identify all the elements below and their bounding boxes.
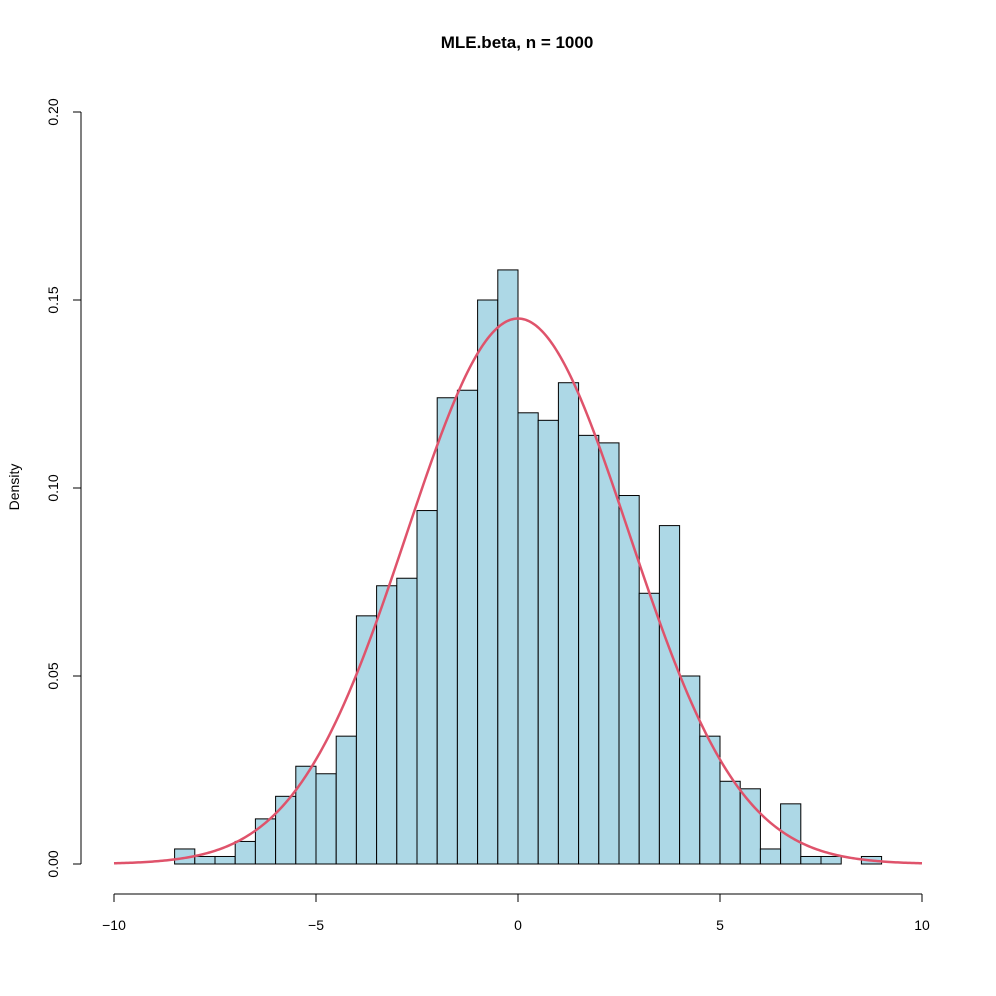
histogram-bar xyxy=(194,855,216,865)
histogram-bar xyxy=(598,442,620,865)
y-tick-label: 0.05 xyxy=(45,662,61,689)
histogram-bar xyxy=(214,855,236,865)
y-axis-label: Density xyxy=(6,464,22,511)
histogram-bar xyxy=(557,382,580,865)
histogram-bar xyxy=(820,855,842,865)
histogram-bar xyxy=(719,780,741,865)
histogram-bar xyxy=(275,795,297,865)
x-axis: −10 −5 0 5 10 xyxy=(102,893,930,933)
histogram-bar xyxy=(537,419,559,865)
histogram-bar xyxy=(436,397,458,865)
histogram-bar xyxy=(679,675,701,865)
histogram-bar xyxy=(376,585,398,865)
normal-density-curve xyxy=(113,317,923,865)
histogram-bar xyxy=(477,299,499,865)
histogram-bar xyxy=(517,412,539,865)
histogram-bar xyxy=(658,525,681,865)
x-tick-label: 5 xyxy=(716,917,724,933)
histogram-bar xyxy=(456,389,479,865)
y-tick-label: 0.15 xyxy=(45,286,61,313)
x-tick-label: 10 xyxy=(914,917,930,933)
y-axis: 0.00 0.05 0.10 0.15 0.20 xyxy=(45,98,82,878)
histogram-bar xyxy=(800,855,822,865)
histogram-bar xyxy=(578,434,600,865)
histogram-bar xyxy=(497,269,519,865)
y-tick-label: 0.00 xyxy=(45,850,61,877)
chart-title: MLE.beta, n = 1000 xyxy=(441,33,594,52)
x-tick-label: −10 xyxy=(102,917,126,933)
histogram-bar xyxy=(315,773,337,865)
histogram-bar xyxy=(416,510,438,865)
histogram-bar xyxy=(396,577,418,865)
histogram-bar xyxy=(739,788,761,865)
histogram-bars xyxy=(174,269,883,865)
histogram-bar xyxy=(295,765,317,865)
histogram-bar xyxy=(759,848,782,865)
histogram-bar xyxy=(780,803,802,865)
density-curve-layer xyxy=(113,317,923,865)
histogram-bar xyxy=(335,735,357,865)
y-tick-label: 0.20 xyxy=(45,98,61,125)
y-tick-label: 0.10 xyxy=(45,474,61,501)
x-tick-label: 0 xyxy=(514,917,522,933)
histogram-bar xyxy=(234,840,256,865)
histogram-bar xyxy=(254,818,277,865)
histogram-bar xyxy=(355,615,378,865)
histogram-bar xyxy=(638,592,660,865)
x-tick-label: −5 xyxy=(308,917,324,933)
